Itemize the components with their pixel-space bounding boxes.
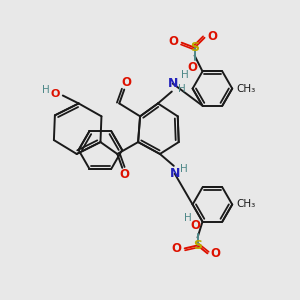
Text: O: O xyxy=(210,247,220,260)
Text: N: N xyxy=(168,77,178,90)
Text: H: H xyxy=(184,213,191,223)
Text: S: S xyxy=(190,41,199,54)
Text: O: O xyxy=(121,76,131,89)
Text: O: O xyxy=(50,88,60,98)
Text: O: O xyxy=(169,35,179,48)
Text: O: O xyxy=(190,219,201,232)
Text: S: S xyxy=(193,239,202,252)
Text: H: H xyxy=(181,70,189,80)
Text: O: O xyxy=(119,168,129,181)
Text: CH₃: CH₃ xyxy=(236,200,256,209)
Text: H: H xyxy=(42,85,50,94)
Text: O: O xyxy=(172,242,182,255)
Text: N: N xyxy=(169,167,180,180)
Text: O: O xyxy=(207,30,218,43)
Text: H: H xyxy=(180,164,188,174)
Text: CH₃: CH₃ xyxy=(236,84,256,94)
Text: O: O xyxy=(188,61,198,74)
Text: H: H xyxy=(178,84,186,94)
